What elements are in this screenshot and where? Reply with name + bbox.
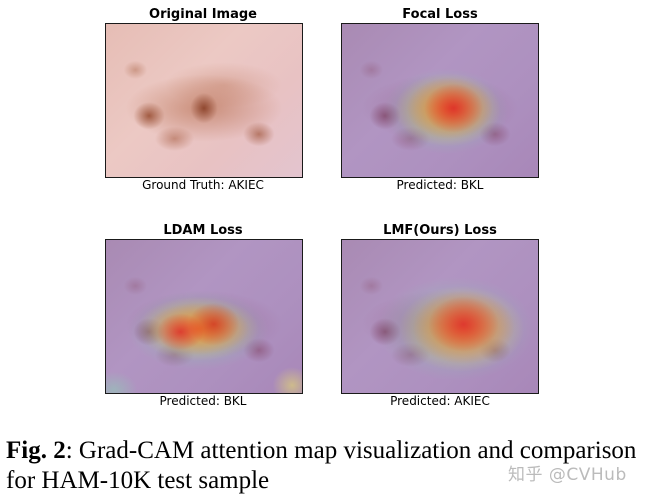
original-image (105, 23, 303, 178)
heatmap-overlay (342, 24, 538, 177)
heatmap-overlay (342, 240, 538, 393)
lmf-loss-gradcam-image (341, 239, 539, 394)
panel-title-ldam: LDAM Loss (163, 223, 243, 238)
panel-title-focal: Focal Loss (402, 7, 478, 22)
figure-label: Fig. 2 (6, 437, 66, 464)
panel-caption-lmf: Predicted: AKIEC (390, 394, 490, 408)
focal-loss-gradcam-image (341, 23, 539, 178)
panel-title-lmf: LMF(Ours) Loss (383, 223, 497, 238)
panel-title-original: Original Image (149, 7, 257, 22)
panel-caption-ldam: Predicted: BKL (159, 394, 247, 408)
figure-caption-separator: : (65, 437, 73, 464)
figure-caption: Fig. 2: Grad-CAM attention map visualiza… (6, 436, 646, 496)
heatmap-overlay (106, 240, 302, 393)
watermark: 知乎 @CVHub (508, 465, 627, 485)
panel-caption-original: Ground Truth: AKIEC (142, 178, 264, 192)
panel-caption-focal: Predicted: BKL (396, 178, 484, 192)
figure-caption-text: Grad-CAM attention map visualization and… (6, 437, 637, 494)
ldam-loss-gradcam-image (105, 239, 303, 394)
